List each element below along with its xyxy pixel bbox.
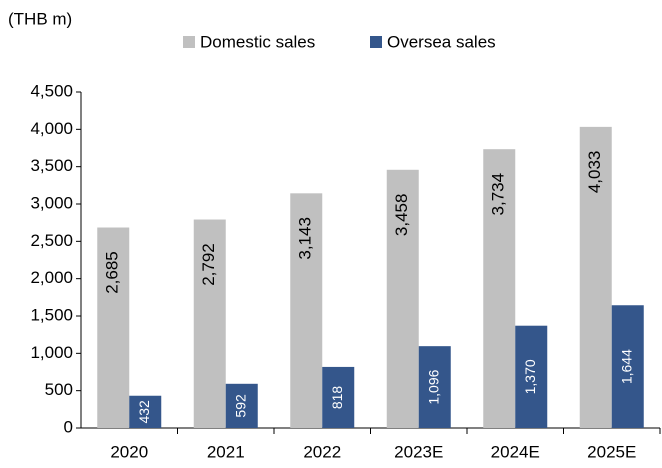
y-tick-label: 1,500 — [30, 305, 73, 324]
data-label: 3,734 — [489, 173, 508, 216]
bar — [418, 346, 451, 428]
data-label: 2,685 — [103, 251, 122, 294]
data-label: 1,370 — [522, 359, 538, 394]
legend-label: Domestic sales — [200, 32, 315, 51]
data-label: 4,033 — [585, 151, 604, 194]
data-label: 592 — [232, 394, 248, 418]
legend-swatch — [183, 36, 195, 48]
data-label: 3,458 — [392, 194, 411, 237]
unit-label: (THB m) — [8, 9, 72, 28]
legend-label: Oversea sales — [387, 32, 496, 51]
y-tick-label: 3,000 — [30, 193, 73, 212]
data-label: 1,096 — [425, 369, 441, 404]
y-tick-label: 3,500 — [30, 156, 73, 175]
bar — [322, 366, 355, 428]
y-tick-label: 0 — [64, 417, 73, 436]
bar — [97, 227, 130, 428]
y-tick-label: 500 — [45, 380, 73, 399]
x-tick-label: 2020 — [110, 442, 148, 461]
y-tick-label: 2,000 — [30, 268, 73, 287]
y-tick-label: 4,000 — [30, 119, 73, 138]
bar — [129, 395, 162, 428]
legend-swatch — [370, 36, 382, 48]
bar — [579, 126, 612, 429]
y-tick-label: 4,500 — [30, 81, 73, 100]
y-tick-label: 2,500 — [30, 231, 73, 250]
data-label: 2,792 — [199, 243, 218, 286]
x-tick-label: 2021 — [207, 442, 245, 461]
x-tick-label: 2025E — [587, 442, 636, 461]
x-tick-label: 2023E — [394, 442, 443, 461]
bar — [611, 305, 644, 428]
x-tick-label: 2024E — [491, 442, 540, 461]
bar — [225, 383, 258, 428]
data-label: 818 — [329, 386, 345, 410]
data-label: 3,143 — [296, 217, 315, 260]
bar — [193, 219, 226, 428]
data-label: 1,644 — [618, 349, 634, 384]
bar — [515, 325, 548, 428]
bar — [386, 169, 419, 428]
bar — [290, 193, 323, 428]
data-label: 432 — [136, 400, 152, 424]
bar — [483, 149, 516, 428]
y-tick-label: 1,000 — [30, 343, 73, 362]
x-tick-label: 2022 — [303, 442, 341, 461]
